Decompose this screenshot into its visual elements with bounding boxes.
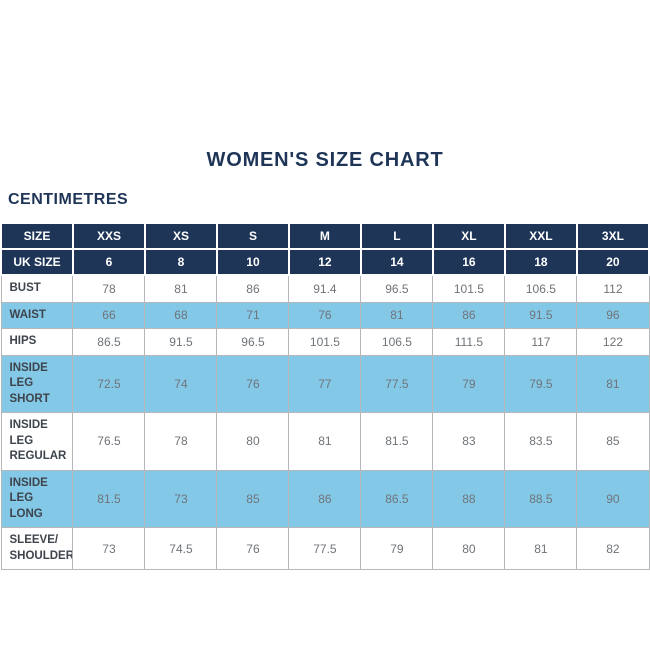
measurement-value-cell: 90 <box>576 469 650 529</box>
measurement-value-cell: 122 <box>576 328 650 356</box>
measurement-value-cell: 101.5 <box>432 274 506 303</box>
table-row: INSIDE LEG REGULAR 76.5 78 80 81 81.5 83 83.5 85 <box>0 412 650 471</box>
measurement-value-cell: 101.5 <box>288 328 362 356</box>
measurement-value-cell: 79.5 <box>504 354 578 414</box>
table-row: WAIST 66 68 71 76 81 86 91.5 96 <box>0 301 650 330</box>
header-value-cell: 18 <box>503 248 578 276</box>
measurement-value-cell: 72.5 <box>72 354 146 414</box>
measurement-value-cell: 112 <box>576 274 650 303</box>
measurement-value-cell: 76.5 <box>72 412 146 471</box>
row-label-cell: WAIST <box>0 301 74 330</box>
measurement-value-cell: 83.5 <box>504 412 578 471</box>
header-value-cell: M <box>287 222 362 250</box>
measurement-value-cell: 86 <box>216 274 290 303</box>
measurement-value-cell: 88.5 <box>504 469 578 529</box>
measurement-value-cell: 81 <box>504 527 578 571</box>
measurement-value-cell: 96 <box>576 301 650 330</box>
measurement-value-cell: 85 <box>216 469 290 529</box>
measurement-value-cell: 66 <box>72 301 146 330</box>
header-value-cell: S <box>215 222 290 250</box>
measurement-value-cell: 81.5 <box>360 412 434 471</box>
table-row: INSIDE LEG SHORT 72.5 74 76 77 77.5 79 79.5 81 <box>0 354 650 414</box>
row-label-cell: INSIDE LEG LONG <box>0 469 74 529</box>
measurement-value-cell: 77.5 <box>288 527 362 571</box>
table-row: INSIDE LEG LONG 81.5 73 85 86 86.5 88 88.5 90 <box>0 469 650 529</box>
measurement-value-cell: 76 <box>288 301 362 330</box>
header-value-cell: 8 <box>143 248 218 276</box>
measurement-value-cell: 76 <box>216 527 290 571</box>
measurement-value-cell: 80 <box>432 527 506 571</box>
measurement-value-cell: 79 <box>360 527 434 571</box>
measurement-value-cell: 68 <box>144 301 218 330</box>
measurement-value-cell: 91.4 <box>288 274 362 303</box>
measurement-value-cell: 79 <box>432 354 506 414</box>
measurement-value-cell: 76 <box>216 354 290 414</box>
measurement-value-cell: 73 <box>144 469 218 529</box>
header-value-cell: 12 <box>287 248 362 276</box>
measurement-value-cell: 81 <box>288 412 362 471</box>
measurement-value-cell: 86.5 <box>360 469 434 529</box>
measurement-value-cell: 88 <box>432 469 506 529</box>
measurement-value-cell: 77.5 <box>360 354 434 414</box>
measurement-value-cell: 111.5 <box>432 328 506 356</box>
row-label-cell: BUST <box>0 274 74 303</box>
measurement-value-cell: 85 <box>576 412 650 471</box>
table-row: HIPS 86.5 91.5 96.5 101.5 106.5 111.5 117 122 <box>0 328 650 356</box>
table-row: BUST 78 81 86 91.4 96.5 101.5 106.5 112 <box>0 274 650 303</box>
header-value-cell: 10 <box>215 248 290 276</box>
measurement-value-cell: 106.5 <box>360 328 434 356</box>
measurement-value-cell: 82 <box>576 527 650 571</box>
header-label-cell: SIZE <box>0 222 74 250</box>
measurement-value-cell: 80 <box>216 412 290 471</box>
header-value-cell: XXL <box>503 222 578 250</box>
header-value-cell: XS <box>143 222 218 250</box>
header-value-cell: 6 <box>71 248 146 276</box>
measurement-value-cell: 86.5 <box>72 328 146 356</box>
header-value-cell: 14 <box>359 248 434 276</box>
header-value-cell: 16 <box>431 248 506 276</box>
measurement-value-cell: 91.5 <box>504 301 578 330</box>
measurement-value-cell: 106.5 <box>504 274 578 303</box>
table-row: SLEEVE/ SHOULDER 73 74.5 76 77.5 79 80 81 82 <box>0 527 650 571</box>
measurement-value-cell: 78 <box>144 412 218 471</box>
measurement-value-cell: 83 <box>432 412 506 471</box>
measurement-value-cell: 86 <box>432 301 506 330</box>
measurement-value-cell: 78 <box>72 274 146 303</box>
units-label: CENTIMETRES <box>8 191 129 208</box>
size-header-row: SIZE XXS XS S M L XL XXL 3XL <box>0 222 650 250</box>
measurement-value-cell: 81.5 <box>72 469 146 529</box>
header-value-cell: XXS <box>71 222 146 250</box>
measurement-value-cell: 96.5 <box>216 328 290 356</box>
header-value-cell: L <box>359 222 434 250</box>
measurement-value-cell: 81 <box>144 274 218 303</box>
page-title: WOMEN'S SIZE CHART <box>206 149 444 171</box>
measurement-value-cell: 117 <box>504 328 578 356</box>
row-label-cell: INSIDE LEG REGULAR <box>0 412 74 471</box>
row-label-cell: SLEEVE/ SHOULDER <box>0 527 74 571</box>
measurement-value-cell: 81 <box>360 301 434 330</box>
measurement-value-cell: 71 <box>216 301 290 330</box>
measurement-value-cell: 73 <box>72 527 146 571</box>
measurement-value-cell: 91.5 <box>144 328 218 356</box>
row-label-cell: INSIDE LEG SHORT <box>0 354 74 414</box>
size-table-body: SIZE XXS XS S M L XL XXL 3XL UK SIZE 6 8 10 12 14 16 18 2… <box>0 222 650 571</box>
size-table: SIZE XXS XS S M L XL XXL 3XL UK SIZE 6 8 10 12 14 16 18 2… <box>0 222 650 571</box>
measurement-value-cell: 81 <box>576 354 650 414</box>
header-value-cell: 20 <box>575 248 650 276</box>
measurement-value-cell: 77 <box>288 354 362 414</box>
header-label-cell: UK SIZE <box>0 248 74 276</box>
row-label-cell: HIPS <box>0 328 74 356</box>
header-value-cell: XL <box>431 222 506 250</box>
measurement-value-cell: 74.5 <box>144 527 218 571</box>
uk-size-header-row: UK SIZE 6 8 10 12 14 16 18 20 <box>0 248 650 276</box>
measurement-value-cell: 96.5 <box>360 274 434 303</box>
header-value-cell: 3XL <box>575 222 650 250</box>
measurement-value-cell: 74 <box>144 354 218 414</box>
measurement-value-cell: 86 <box>288 469 362 529</box>
